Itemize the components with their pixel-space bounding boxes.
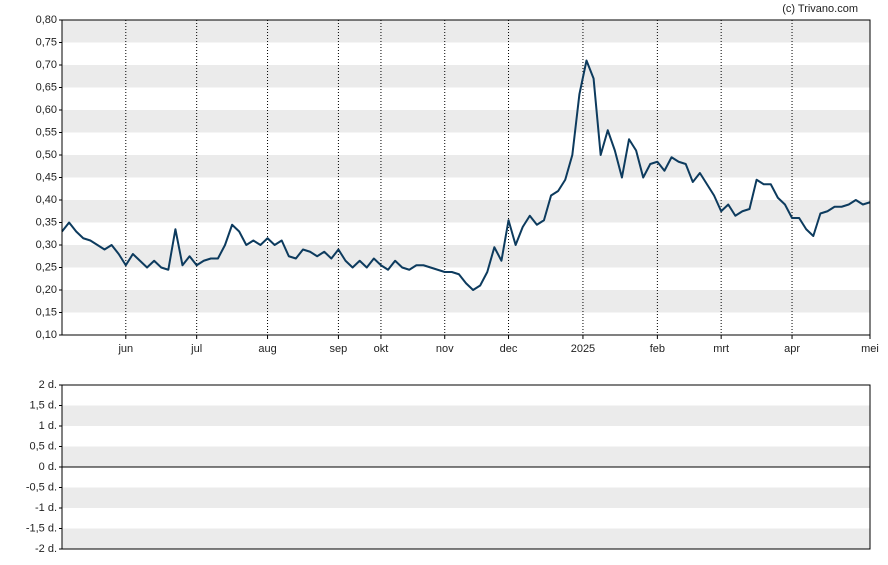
plot-frame xyxy=(61,19,871,336)
x-tick-label: mei xyxy=(861,343,879,355)
y-tick-label: 0,75 xyxy=(36,36,57,48)
band xyxy=(62,110,870,133)
y-tick-label: 0,15 xyxy=(36,306,57,318)
x-tick-label: dec xyxy=(500,343,518,355)
plot-frame xyxy=(61,384,871,550)
y-tick-label: -1 d. xyxy=(35,502,57,514)
x-tick-label: mrt xyxy=(713,343,729,355)
y-tick-label: 1,5 d. xyxy=(29,399,57,411)
y-tick-label: 0,25 xyxy=(36,261,57,273)
band xyxy=(62,245,870,268)
x-tick-label: aug xyxy=(258,343,276,355)
band xyxy=(62,200,870,223)
y-tick-label: 0,55 xyxy=(36,126,57,138)
y-tick-label: 0,5 d. xyxy=(29,440,57,452)
y-tick-label: 0,50 xyxy=(36,149,57,161)
band xyxy=(62,528,870,549)
y-tick-label: 0,30 xyxy=(36,239,57,251)
y-tick-label: -1,5 d. xyxy=(26,522,57,534)
band xyxy=(62,405,870,426)
x-tick-label: jun xyxy=(117,343,133,355)
band xyxy=(62,487,870,508)
y-tick-label: 0 d. xyxy=(39,461,57,473)
credit: (c) Trivano.com xyxy=(782,3,858,15)
y-tick-label: 0,40 xyxy=(36,194,57,206)
x-tick-label: jul xyxy=(190,343,202,355)
band xyxy=(62,290,870,313)
y-tick-label: -0,5 d. xyxy=(26,481,57,493)
y-tick-label: 0,65 xyxy=(36,81,57,93)
y-tick-label: 0,70 xyxy=(36,59,57,71)
x-tick-label: apr xyxy=(784,343,800,355)
y-tick-label: 0,60 xyxy=(36,104,57,116)
y-tick-label: 0,20 xyxy=(36,284,57,296)
band xyxy=(62,155,870,178)
x-tick-label: nov xyxy=(436,343,454,355)
x-tick-label: 2025 xyxy=(571,343,595,355)
y-tick-label: 1 d. xyxy=(39,420,57,432)
y-tick-label: 0,35 xyxy=(36,216,57,228)
band xyxy=(62,446,870,467)
band xyxy=(62,65,870,88)
x-tick-label: sep xyxy=(330,343,348,355)
x-tick-label: okt xyxy=(374,343,389,355)
y-tick-label: 2 d. xyxy=(39,379,57,391)
y-tick-label: 0,45 xyxy=(36,171,57,183)
band xyxy=(62,20,870,43)
y-tick-label: -2 d. xyxy=(35,543,57,555)
x-tick-label: feb xyxy=(650,343,665,355)
price-line xyxy=(61,59,871,291)
y-tick-label: 0,10 xyxy=(36,329,57,341)
y-tick-label: 0,80 xyxy=(36,14,57,26)
